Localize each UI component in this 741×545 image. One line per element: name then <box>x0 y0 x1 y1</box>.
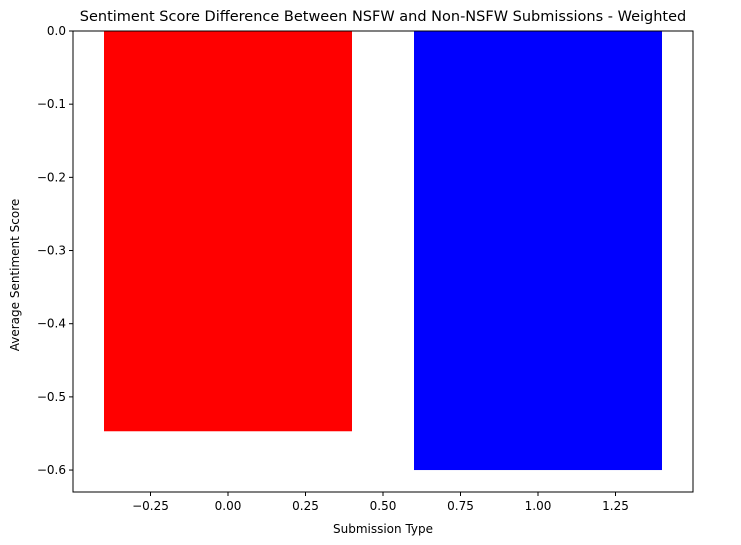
x-tick-label: 1.00 <box>525 499 552 513</box>
x-tick-label: 0.50 <box>370 499 397 513</box>
y-tick-label: 0.0 <box>47 24 66 38</box>
x-axis-label: Submission Type <box>333 522 433 536</box>
y-tick-label: −0.2 <box>37 170 66 184</box>
y-axis: 0.0 −0.1 −0.2 −0.3 −0.4 −0.5 −0.6 <box>37 24 73 477</box>
x-tick-label: 0.25 <box>292 499 319 513</box>
x-tick-label: 0.00 <box>215 499 242 513</box>
x-tick-label: −0.25 <box>132 499 169 513</box>
x-tick-label: 0.75 <box>447 499 474 513</box>
plot-area <box>104 31 662 471</box>
x-axis: −0.25 0.00 0.25 0.50 0.75 1.00 1.25 <box>132 492 629 513</box>
y-tick-label: −0.1 <box>37 97 66 111</box>
bar-1 <box>414 31 662 471</box>
bar-0 <box>104 31 352 432</box>
y-tick-label: −0.5 <box>37 390 66 404</box>
y-tick-label: −0.4 <box>37 317 66 331</box>
x-tick-label: 1.25 <box>602 499 629 513</box>
chart-title: Sentiment Score Difference Between NSFW … <box>80 9 687 25</box>
y-tick-label: −0.3 <box>37 244 66 258</box>
y-axis-label: Average Sentiment Score <box>8 199 22 352</box>
y-tick-label: −0.6 <box>37 463 66 477</box>
